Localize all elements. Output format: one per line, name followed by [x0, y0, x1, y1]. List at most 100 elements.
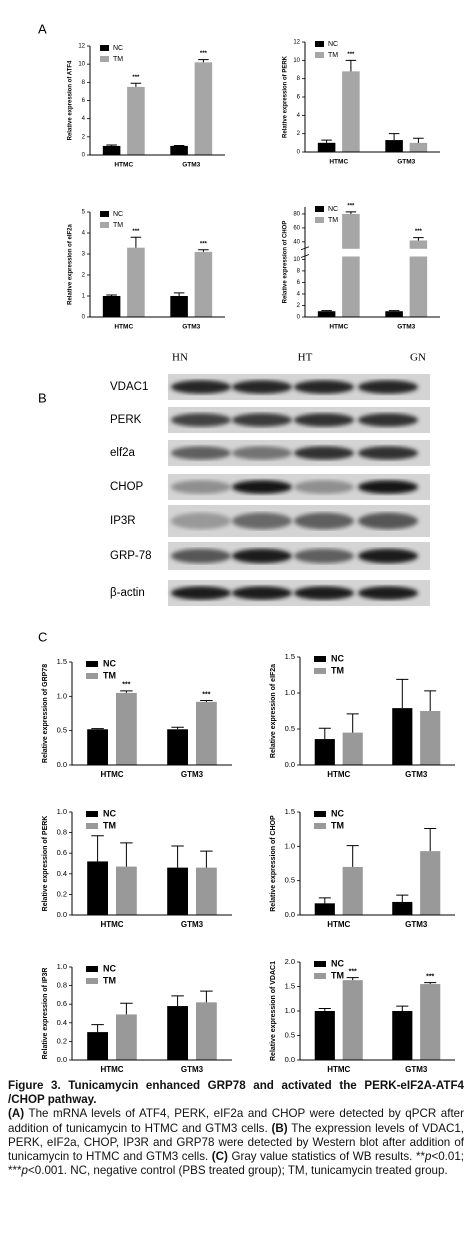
y-tick-label: 0.8 [57, 828, 67, 837]
x-tick-label: GTM3 [405, 1065, 428, 1074]
blot-band [294, 380, 354, 394]
y-tick-label: 60 [293, 225, 300, 231]
y-tick-label: 0 [82, 153, 86, 159]
legend-swatch [315, 217, 324, 223]
y-tick-label: 2 [297, 303, 301, 309]
error-bar [388, 133, 400, 141]
bar [385, 311, 403, 317]
blot-band [171, 548, 231, 564]
x-tick-label: GTM3 [397, 159, 415, 166]
legend-swatch [314, 656, 326, 662]
blot-band [171, 586, 231, 600]
y-tick-label: 4 [297, 113, 301, 119]
y-tick-label: 4 [297, 292, 301, 298]
bar [167, 1006, 188, 1060]
bar [87, 729, 108, 765]
axis [89, 46, 225, 156]
legend-label: TM [113, 56, 123, 63]
bar [116, 866, 137, 915]
error-bar [171, 726, 184, 730]
error-bar [346, 713, 359, 733]
axis [299, 657, 455, 766]
y-tick-label: 0.0 [285, 1055, 295, 1064]
legend-label: TM [103, 820, 116, 830]
y-tick-label: 2.0 [285, 957, 295, 966]
y-tick-label: 0.4 [57, 1018, 67, 1027]
legend-swatch [86, 661, 98, 667]
y-tick-label: 1.0 [57, 807, 67, 816]
y-tick-label: 1.5 [285, 981, 295, 990]
blot-band [171, 380, 231, 394]
error-bar [130, 236, 142, 248]
x-tick-label: HTMC [327, 920, 350, 929]
caption-part: (A) [8, 1107, 25, 1121]
error-bar [120, 1002, 133, 1015]
legend-swatch [314, 823, 326, 829]
y-tick-label: 0.5 [285, 724, 295, 733]
legend-label: NC [328, 206, 338, 213]
error-bar [346, 977, 359, 981]
blot-band [171, 413, 231, 427]
legend-swatch [314, 811, 326, 817]
bar [167, 729, 188, 765]
y-tick-label: 3 [82, 252, 86, 258]
y-tick-label: 4 [82, 116, 86, 122]
y-tick-label: 10 [293, 257, 300, 263]
y-tick-label: 8 [82, 80, 86, 86]
y-tick-label: 40 [293, 239, 300, 245]
blot-band [294, 586, 354, 600]
error-bar [424, 690, 437, 711]
legend-swatch [86, 978, 98, 984]
legend-swatch [314, 961, 326, 967]
caption-part: p [424, 1150, 432, 1164]
y-tick-label: 0.2 [57, 1036, 67, 1045]
blot-row-label: GRP-78 [110, 550, 152, 562]
error-bar [413, 237, 424, 241]
bar [314, 739, 335, 765]
blot-band [232, 586, 292, 600]
caption-part: <0.001. NC, negative control (PBS treate… [28, 1164, 448, 1178]
legend-label: TM [331, 820, 344, 830]
y-tick-label: 0.0 [57, 760, 67, 769]
blot-band [358, 380, 418, 394]
bar [420, 711, 441, 765]
x-tick-label: HTMC [100, 770, 123, 779]
blot-band [171, 480, 231, 494]
error-bar [106, 144, 117, 146]
error-bar [198, 249, 209, 252]
blot-column-label: HT [298, 352, 313, 364]
bar [392, 1011, 413, 1060]
legend-label: TM [103, 975, 116, 985]
bar [314, 1011, 335, 1060]
bar [102, 145, 121, 155]
y-tick-label: 0.2 [57, 889, 67, 898]
significance: *** [132, 229, 140, 235]
blot-band [358, 413, 418, 427]
y-axis-label: Relative expression of eIF2a [270, 664, 277, 758]
x-tick-label: GTM3 [182, 324, 200, 331]
blot-band [294, 413, 354, 427]
x-tick-label: GTM3 [181, 920, 204, 929]
error-bar [396, 894, 409, 902]
y-tick-label: 0.6 [57, 848, 67, 857]
legend-swatch [86, 811, 98, 817]
y-tick-label: 0.0 [285, 760, 295, 769]
blot-band [232, 446, 292, 460]
y-tick-label: 5 [82, 210, 86, 216]
error-bar [200, 850, 213, 868]
error-bar [120, 842, 133, 867]
blot-row-label: CHOP [110, 481, 144, 493]
blot-band [294, 512, 354, 530]
error-bar [106, 294, 117, 296]
x-tick-label: HTMC [114, 324, 133, 331]
significance: *** [426, 973, 434, 980]
y-tick-label: 2 [82, 134, 86, 140]
y-tick-label: 10 [78, 62, 85, 68]
y-axis-label: Relative expression of eIF2a [68, 223, 74, 304]
blot-band [358, 586, 418, 600]
error-bar [200, 990, 213, 1003]
error-bar [91, 728, 104, 730]
bar [196, 1002, 217, 1060]
legend-label: TM [103, 670, 116, 680]
